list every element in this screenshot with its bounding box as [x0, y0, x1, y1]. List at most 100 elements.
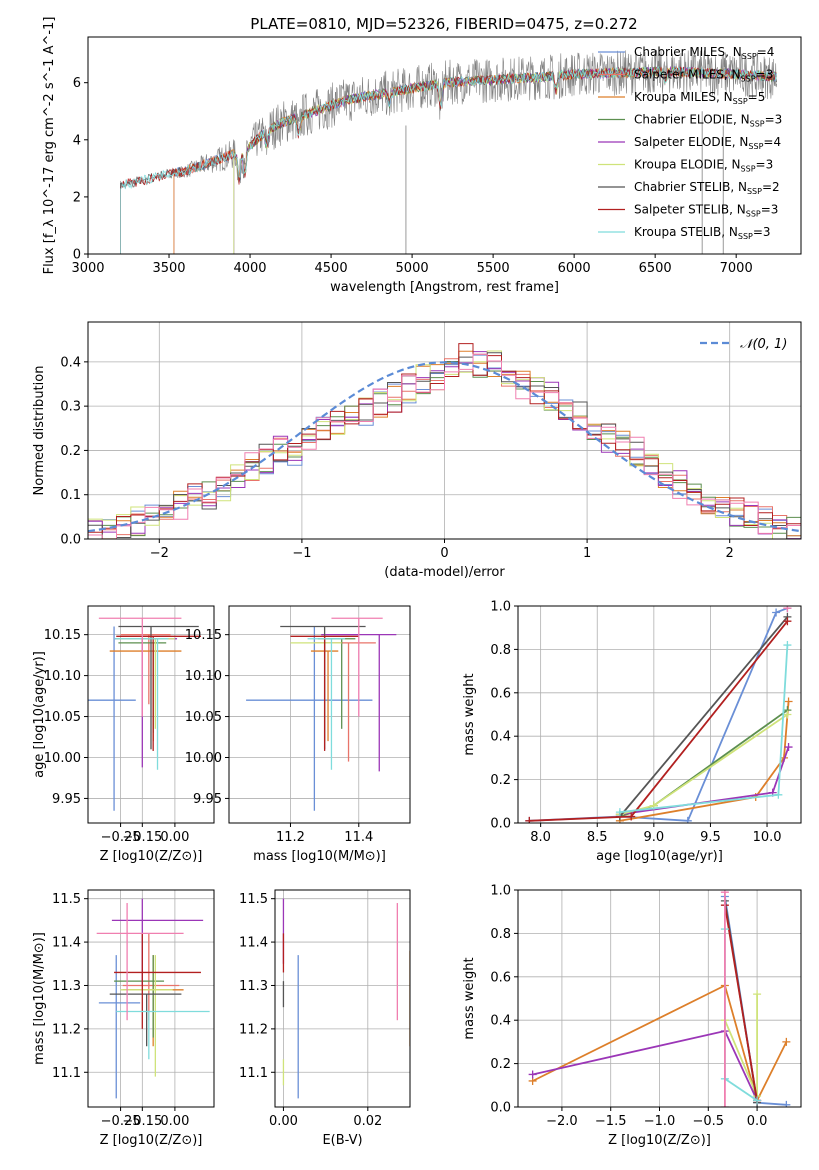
y-tick-label: 0.6	[490, 970, 511, 985]
y-tick-label: 0	[73, 248, 81, 263]
y-tick-label: 0.0	[490, 817, 511, 832]
y-tick-label: 0.4	[60, 355, 81, 370]
y-tick-label: 10.00	[185, 751, 222, 766]
weight-marker	[720, 890, 729, 897]
x-tick-label: 0.00	[160, 830, 189, 845]
x-tick-label: −0.25	[101, 1114, 141, 1129]
weight-line	[724, 896, 787, 1106]
weight-marker	[720, 1103, 729, 1107]
x-tick-label: −2	[150, 546, 169, 561]
panel-mass_vs_ebv: 0.00 0.02 11.1 11.2 11.3 11.4 11.5 E(B-V)	[239, 889, 411, 1148]
figure-title: PLATE=0810, MJD=52326, FIBERID=0475, z=0…	[250, 15, 637, 33]
x-tick-label: −1.5	[595, 1114, 627, 1129]
panel-residuals: 𝒩(0, 1) −2 −1 0 1 2 0.0 0.1 0.2 0.3 0.4 (data-model…	[32, 321, 802, 580]
y-tick-label: 11.2	[52, 1022, 81, 1037]
weight-line	[529, 620, 789, 822]
x-tick-label: 0	[440, 546, 448, 561]
legend-entry: Salpeter STELIB, NSSP=3	[634, 203, 778, 219]
y-tick-label: 0.4	[490, 730, 511, 745]
y-axis-label: Flux [f_λ 10^-17 erg cm^-2 s^-1 A^-1]	[42, 17, 57, 275]
weight-marker	[528, 1070, 537, 1079]
x-tick-label: −1	[292, 546, 311, 561]
weight-marker	[784, 743, 793, 752]
weight-marker	[782, 1037, 791, 1046]
x-axis-label: wavelength [Angstrom, rest frame]	[330, 280, 559, 295]
plot-area	[246, 617, 397, 811]
histogram-step	[88, 353, 801, 539]
weight-marker	[783, 641, 792, 650]
weight-marker	[774, 790, 783, 799]
legend-entry: Chabrier STELIB, NSSP=2	[634, 180, 780, 196]
y-tick-label: 0.0	[490, 1101, 511, 1116]
axes-frame	[274, 889, 411, 1108]
legend-entry: Chabrier ELODIE, NSSP=3	[634, 113, 782, 129]
x-axis-label: mass [log10(M/M⊙)]	[253, 849, 386, 864]
y-tick-label: 0.2	[490, 773, 511, 788]
y-tick-label: 0.2	[490, 1057, 511, 1072]
y-tick-label: 11.4	[52, 936, 81, 951]
y-tick-label: 11.5	[239, 892, 268, 907]
plot-area	[282, 898, 410, 1099]
weight-marker	[772, 608, 781, 617]
x-tick-label: 9.0	[643, 830, 664, 845]
weight-marker	[782, 1100, 791, 1107]
x-tick-label: −0.25	[101, 830, 141, 845]
x-axis-label: Z [log10(Z/Z⊙)]	[608, 1133, 711, 1148]
y-tick-label: 11.5	[52, 892, 81, 907]
legend-entry: Kroupa ELODIE, NSSP=3	[634, 158, 773, 174]
legend-entry: Salpeter ELODIE, NSSP=4	[634, 135, 781, 151]
x-axis-label: Z [log10(Z/Z⊙)]	[100, 849, 203, 864]
plot-area	[528, 890, 791, 1107]
x-tick-label: −0.15	[122, 1114, 162, 1129]
plot-area	[96, 898, 210, 1099]
y-tick-label: 11.3	[52, 979, 81, 994]
y-tick-label: 10.15	[185, 628, 222, 643]
x-tick-label: 6000	[558, 261, 591, 276]
x-tick-label: 5000	[396, 261, 429, 276]
legend-entry: 𝒩(0, 1)	[740, 337, 787, 352]
y-tick-label: 1.0	[490, 600, 511, 615]
y-tick-label: 0.8	[490, 927, 511, 942]
x-tick-label: 9.5	[700, 830, 721, 845]
x-tick-label: 3500	[152, 261, 185, 276]
panel-mass_vs_Z: −0.25−0.150.00 11.1 11.2 11.3 11.4 11.5 Z [log…	[32, 889, 215, 1148]
y-tick-label: 10.10	[185, 669, 222, 684]
weight-marker	[615, 808, 624, 817]
normal-curve	[88, 361, 801, 533]
x-tick-label: 5500	[477, 261, 510, 276]
weight-marker	[753, 1096, 762, 1105]
x-tick-label: 8.0	[530, 830, 551, 845]
y-tick-label: 9.95	[52, 792, 81, 807]
y-tick-label: 11.3	[239, 979, 268, 994]
legend-entry: Salpeter MILES, NSSP=3	[634, 68, 773, 84]
legend-entry: Kroupa MILES, NSSP=5	[634, 90, 765, 106]
x-tick-label: 10.0	[753, 830, 782, 845]
y-tick-label: 0.8	[490, 643, 511, 658]
axes-frame	[87, 605, 215, 824]
legend-entry: Chabrier MILES, NSSP=4	[634, 45, 774, 61]
y-tick-label: 11.1	[239, 1066, 268, 1081]
x-tick-label: 8.5	[587, 830, 608, 845]
x-axis-label: age [log10(age/yr)]	[596, 849, 723, 864]
legend: Chabrier MILES, NSSP=4 Salpeter MILES, NS…	[598, 45, 782, 241]
y-tick-label: 0.3	[60, 400, 81, 415]
weight-line	[619, 616, 789, 818]
axes-frame	[517, 605, 802, 824]
x-tick-label: 11.4	[344, 830, 373, 845]
weight-line	[529, 607, 788, 822]
y-tick-label: 6	[73, 76, 81, 91]
y-tick-label: 4	[73, 133, 81, 148]
weight-marker	[627, 812, 636, 821]
legend-entry: Kroupa STELIB, NSSP=3	[634, 225, 771, 241]
axes-frame	[228, 605, 411, 824]
weight-marker	[525, 816, 534, 823]
y-tick-label: 0.4	[490, 1014, 511, 1029]
x-tick-label: 11.2	[276, 830, 305, 845]
axes-frame	[87, 36, 802, 255]
plot-area	[525, 606, 793, 823]
x-tick-label: 4500	[315, 261, 348, 276]
axes-frame	[87, 889, 215, 1108]
x-tick-label: 6500	[639, 261, 672, 276]
y-axis-label: mass [log10(M/M⊙)]	[32, 932, 47, 1065]
